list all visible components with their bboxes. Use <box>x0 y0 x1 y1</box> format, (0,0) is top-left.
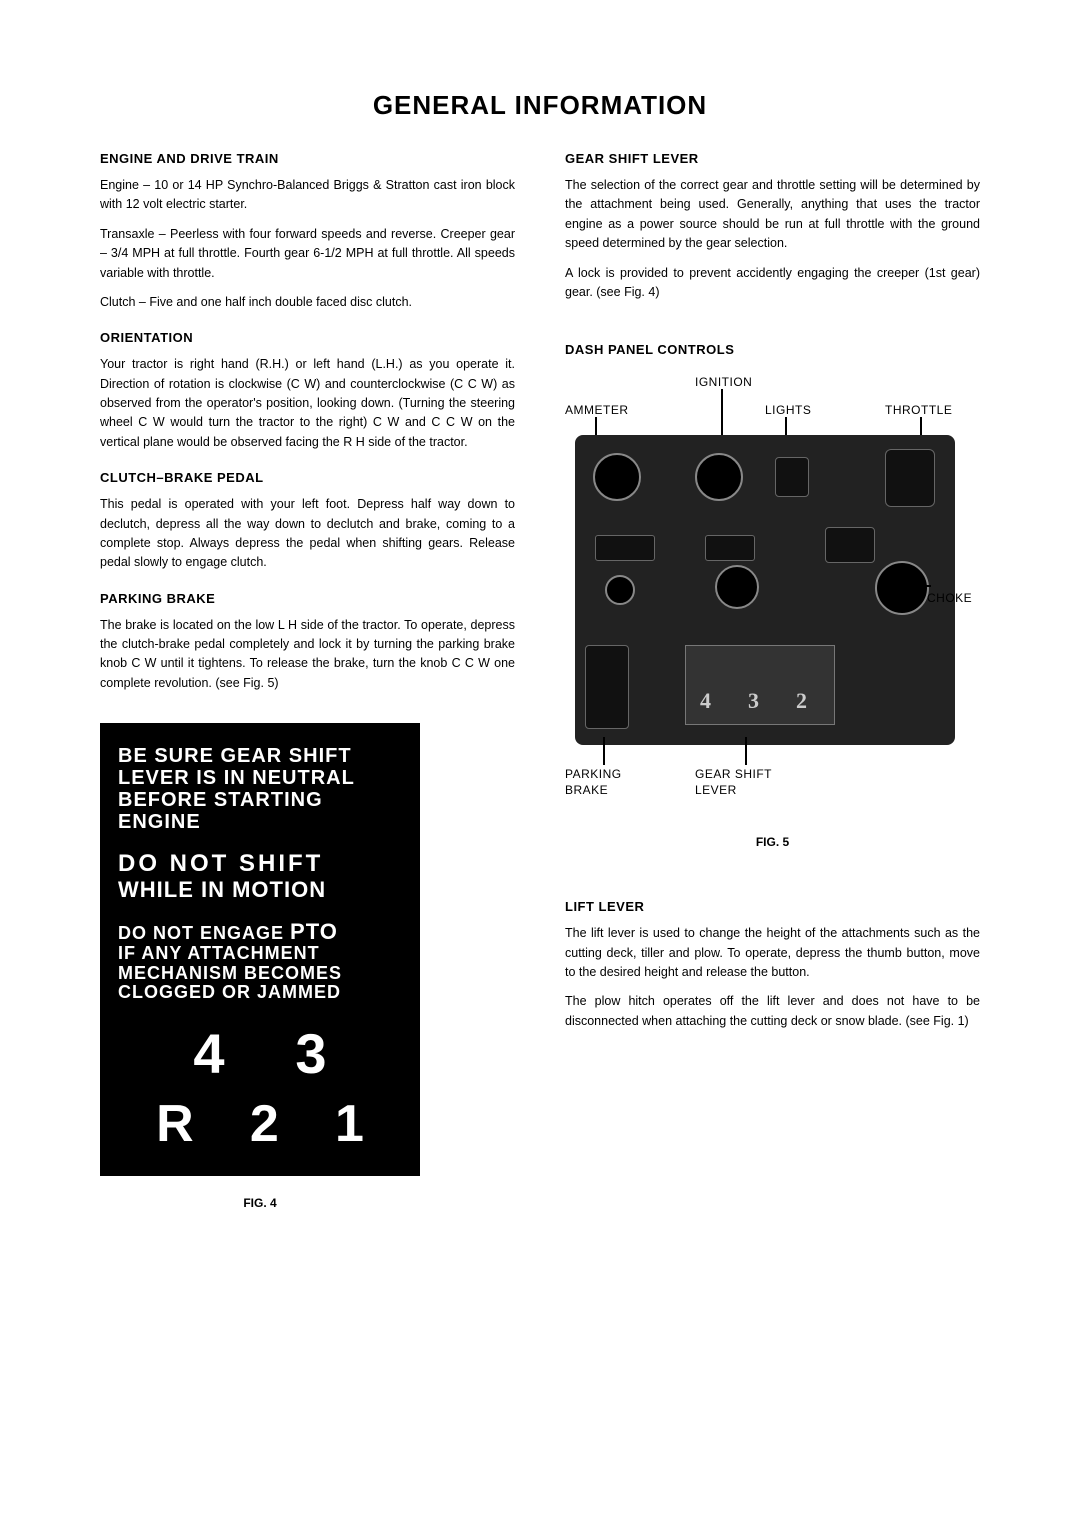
throttle-control <box>885 449 935 507</box>
leader-choke <box>915 585 931 587</box>
label-throttle: THROTTLE <box>885 403 952 417</box>
parking-knob <box>605 575 635 605</box>
fig4-caption: FIG. 4 <box>100 1196 420 1210</box>
label-lights: LIGHTS <box>765 403 811 417</box>
gearshift-p1: The selection of the correct gear and th… <box>565 176 980 254</box>
lights-switch <box>775 457 809 497</box>
label-choke: CHOKE <box>927 591 972 605</box>
two-column-layout: ENGINE AND DRIVE TRAIN Engine – 10 or 14… <box>100 151 980 1210</box>
clutch-heading: CLUTCH–BRAKE PEDAL <box>100 470 515 485</box>
engine-heading: ENGINE AND DRIVE TRAIN <box>100 151 515 166</box>
warn1-l2: LEVER IS IN NEUTRAL <box>118 767 402 789</box>
leader-gearshift <box>745 737 747 765</box>
gear-2: 2 <box>250 1094 279 1154</box>
gearshift-heading: GEAR SHIFT LEVER <box>565 151 980 166</box>
warn3-l3: MECHANISM BECOMES <box>118 964 402 984</box>
warn3-l1-wrap: DO NOT ENGAGE PTO <box>118 920 402 944</box>
light-plate <box>705 535 755 561</box>
gear-row-1: 4 3 <box>118 1021 402 1086</box>
label-ammeter: AMMETER <box>565 403 629 417</box>
warn1-l3: BEFORE STARTING <box>118 789 402 811</box>
gear-3: 3 <box>295 1021 326 1086</box>
leader-parking <box>603 737 605 765</box>
ignition-plate <box>595 535 655 561</box>
gear-1: 1 <box>335 1094 364 1154</box>
dash-diagram: IGNITION AMMETER LIGHTS THROTTLE <box>565 375 965 815</box>
warn2-l2: WHILE IN MOTION <box>118 878 402 902</box>
clutch-p1: This pedal is operated with your left fo… <box>100 495 515 573</box>
label-gearshift: GEAR SHIFT <box>695 767 772 781</box>
left-column: ENGINE AND DRIVE TRAIN Engine – 10 or 14… <box>100 151 515 1210</box>
lift-heading: LIFT LEVER <box>565 899 980 914</box>
ammeter-gauge <box>593 453 641 501</box>
right-column: GEAR SHIFT LEVER The selection of the co… <box>565 151 980 1210</box>
warn1-l1: BE SURE GEAR SHIFT <box>118 745 402 767</box>
plate-2: 2 <box>796 688 807 714</box>
label-parking: PARKING <box>565 767 622 781</box>
warning-panel: BE SURE GEAR SHIFT LEVER IS IN NEUTRAL B… <box>100 723 420 1176</box>
warn3-l1: DO NOT ENGAGE <box>118 923 290 943</box>
warn-neutral: BE SURE GEAR SHIFT LEVER IS IN NEUTRAL B… <box>118 745 402 833</box>
warn1-l4: ENGINE <box>118 811 402 833</box>
ignition-switch <box>695 453 743 501</box>
label-lever: LEVER <box>695 783 737 797</box>
center-knob <box>715 565 759 609</box>
gear-row-2: R 2 1 <box>118 1094 402 1154</box>
orientation-heading: ORIENTATION <box>100 330 515 345</box>
gear-shift-plate: 4 3 2 <box>685 645 835 725</box>
dash-heading: DASH PANEL CONTROLS <box>565 342 980 357</box>
dash-panel-image: 4 3 2 <box>575 435 955 745</box>
label-brake: BRAKE <box>565 783 608 797</box>
parking-heading: PARKING BRAKE <box>100 591 515 606</box>
warn3-pto: PTO <box>290 919 338 944</box>
warn-pto: DO NOT ENGAGE PTO IF ANY ATTACHMENT MECH… <box>118 920 402 1004</box>
parking-p1: The brake is located on the low L H side… <box>100 616 515 694</box>
gear-r: R <box>156 1094 194 1154</box>
orientation-p1: Your tractor is right hand (R.H.) or lef… <box>100 355 515 452</box>
gearshift-p2: A lock is provided to prevent accidently… <box>565 264 980 303</box>
fig5-caption: FIG. 5 <box>565 835 980 849</box>
warn3-l2: IF ANY ATTACHMENT <box>118 944 402 964</box>
engine-p1: Engine – 10 or 14 HP Synchro-Balanced Br… <box>100 176 515 215</box>
lift-p2: The plow hitch operates off the lift lev… <box>565 992 980 1031</box>
warn3-l4: CLOGGED OR JAMMED <box>118 983 402 1003</box>
plate-4: 4 <box>700 688 711 714</box>
parking-brake-lever <box>585 645 629 729</box>
engine-p3: Clutch – Five and one half inch double f… <box>100 293 515 312</box>
warn-shift: DO NOT SHIFT WHILE IN MOTION <box>118 851 402 902</box>
engine-p2: Transaxle – Peerless with four forward s… <box>100 225 515 283</box>
lift-p1: The lift lever is used to change the hei… <box>565 924 980 982</box>
choke-knob <box>875 561 929 615</box>
choke-plate <box>825 527 875 563</box>
warn2-l1: DO NOT SHIFT <box>118 851 402 877</box>
page-title: GENERAL INFORMATION <box>100 90 980 121</box>
plate-3: 3 <box>748 688 759 714</box>
gear-4: 4 <box>193 1021 224 1086</box>
label-ignition: IGNITION <box>695 375 752 389</box>
